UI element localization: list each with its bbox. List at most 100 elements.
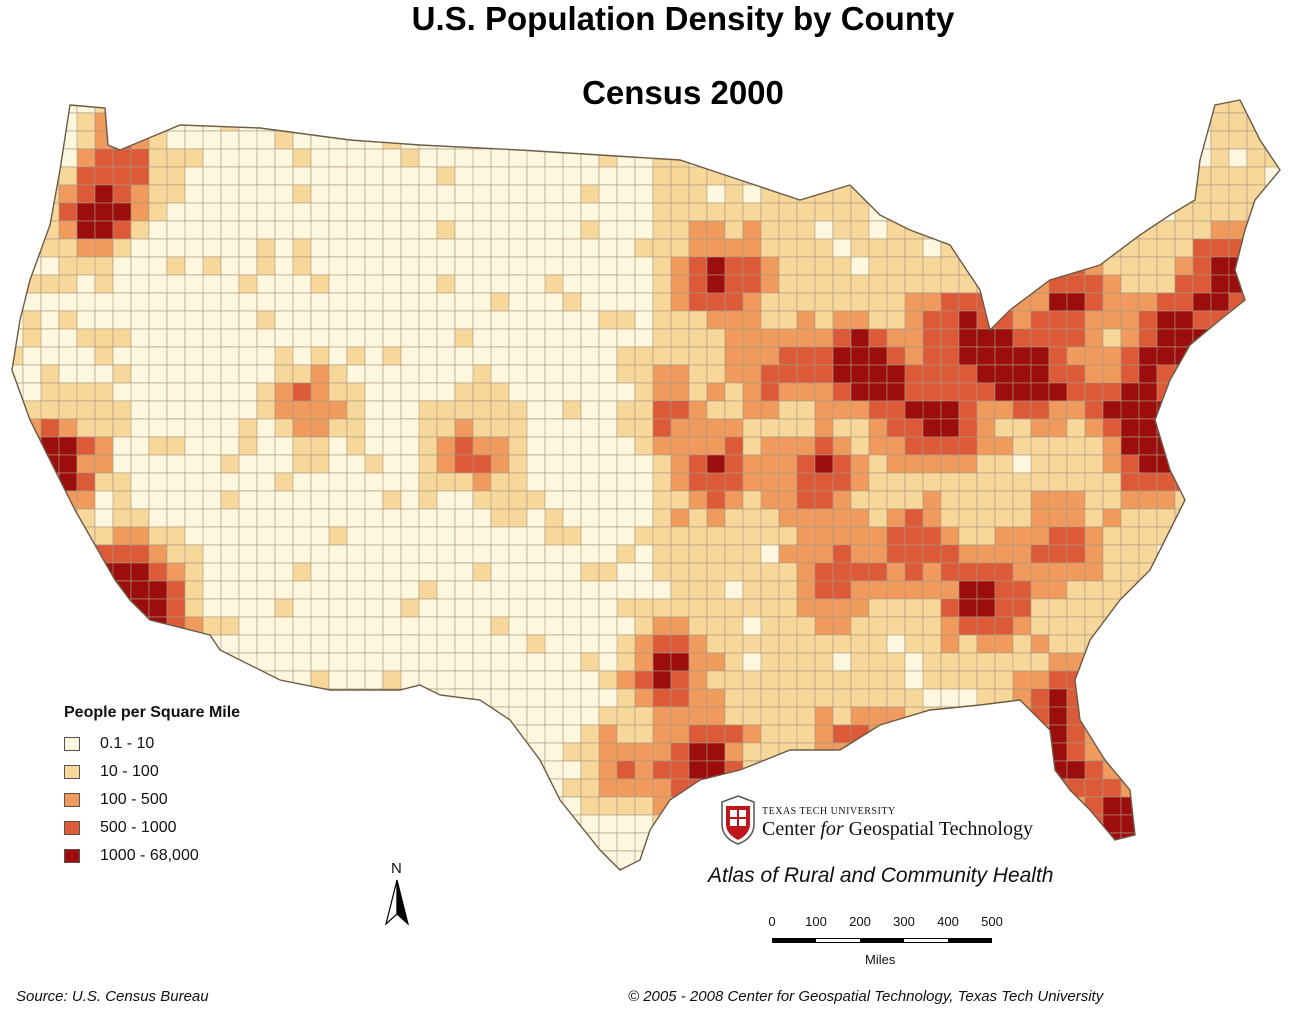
county-cell — [922, 670, 942, 690]
county-cell — [940, 670, 960, 690]
county-cell — [472, 238, 492, 258]
county-cell — [346, 724, 366, 744]
county-cell — [688, 850, 708, 870]
county-cell — [688, 796, 708, 816]
county-cell — [760, 760, 780, 780]
county-cell — [40, 580, 78, 600]
county-cell — [922, 310, 942, 330]
county-cell — [616, 544, 636, 564]
county-cell — [742, 598, 762, 618]
county-cell — [1012, 616, 1032, 636]
county-cell — [310, 796, 348, 816]
county-cell — [868, 436, 888, 456]
county-cell — [1174, 436, 1212, 456]
county-cell — [832, 364, 852, 384]
county-cell — [364, 724, 384, 744]
county-cell — [526, 544, 546, 564]
county-cell — [1066, 868, 1104, 870]
county-cell — [1174, 778, 1194, 798]
county-cell — [76, 202, 96, 222]
county-cell — [256, 724, 276, 744]
county-cell — [310, 100, 348, 114]
county-cell — [508, 292, 528, 312]
county-cell — [382, 760, 402, 780]
county-cell — [634, 850, 654, 870]
county-cell — [1264, 562, 1280, 582]
county-cell — [706, 670, 726, 690]
county-cell — [760, 130, 780, 150]
county-cell — [22, 652, 60, 672]
county-cell — [1192, 526, 1212, 546]
county-cell — [508, 652, 528, 672]
county-cell — [1283, 725, 1297, 743]
county-cell — [850, 346, 870, 366]
county-cell — [1264, 238, 1280, 258]
county-cell — [1192, 166, 1212, 186]
county-cell — [1264, 814, 1280, 834]
county-cell — [1264, 760, 1280, 780]
county-cell — [598, 184, 618, 204]
county-cell — [256, 400, 276, 420]
county-cell — [364, 778, 402, 798]
county-cell — [22, 148, 42, 168]
county-cell — [1156, 346, 1176, 366]
county-cell — [1102, 166, 1122, 186]
county-cell — [274, 778, 294, 798]
county-cell — [868, 130, 906, 150]
county-cell — [1228, 112, 1248, 132]
county-cell — [310, 760, 330, 780]
legend-label: 1000 - 68,000 — [100, 847, 199, 864]
county-cell — [94, 868, 114, 870]
county-cell — [364, 580, 384, 600]
county-cell — [364, 292, 384, 312]
county-cell — [922, 544, 942, 564]
county-cell — [670, 814, 708, 834]
county-cell — [508, 832, 528, 852]
county-cell — [292, 544, 312, 564]
county-cell — [904, 130, 942, 150]
county-cell — [12, 100, 42, 114]
county-cell — [904, 256, 924, 276]
county-cell — [634, 562, 654, 582]
county-cell — [1210, 724, 1248, 744]
county-cell — [706, 706, 726, 726]
county-cell — [292, 292, 312, 312]
county-cell — [922, 634, 942, 654]
county-cell — [76, 472, 96, 492]
legend-swatch — [64, 737, 80, 751]
county-cell — [940, 688, 960, 708]
county-cell — [490, 112, 510, 132]
county-cell — [148, 220, 168, 240]
county-cell — [778, 652, 798, 672]
county-cell — [724, 670, 744, 690]
county-cell — [1192, 868, 1212, 870]
county-cell — [184, 292, 204, 312]
county-cell — [994, 760, 1032, 780]
county-cell — [418, 166, 438, 186]
county-cell — [1084, 382, 1104, 402]
county-cell — [814, 454, 834, 474]
county-cell — [958, 562, 978, 582]
county-cell — [12, 616, 42, 636]
county-cell — [670, 130, 690, 150]
county-cell — [292, 688, 330, 708]
county-cell — [1283, 437, 1297, 455]
county-cell — [814, 220, 834, 240]
scale-tick-label: 500 — [981, 914, 1003, 929]
county-cell — [1138, 472, 1158, 492]
county-cell — [508, 616, 528, 636]
county-cell — [1012, 148, 1032, 168]
county-cell — [76, 454, 96, 474]
county-cell — [796, 742, 816, 762]
county-cell — [1048, 688, 1068, 708]
county-cell — [292, 832, 312, 852]
county-cell — [994, 688, 1014, 708]
county-cell — [850, 328, 870, 348]
county-cell — [1048, 418, 1068, 438]
county-cell — [670, 796, 690, 816]
county-cell — [364, 454, 384, 474]
county-cell — [688, 292, 708, 312]
county-cell — [760, 328, 780, 348]
county-cell — [454, 580, 474, 600]
county-cell — [12, 328, 24, 348]
